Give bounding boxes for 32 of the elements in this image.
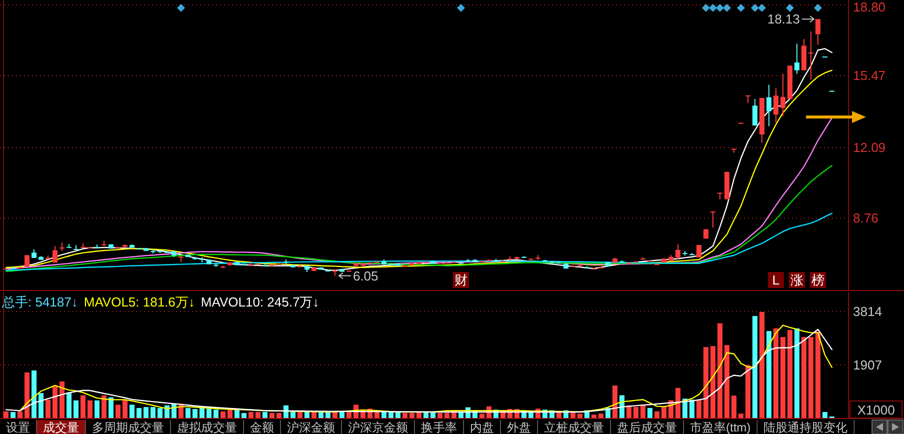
y-axis-title: X1000 xyxy=(857,402,895,418)
tab: 外盘 xyxy=(501,420,538,434)
tab: 盘后成交量 xyxy=(611,420,684,434)
tab: 市盈率(ttm) xyxy=(684,420,758,434)
tab: 沪深金额 xyxy=(281,420,342,434)
tab: 虚拟成交量 xyxy=(171,420,244,434)
y-tick-label: 15.47 xyxy=(853,68,886,84)
tab: 立桩成交量 xyxy=(538,420,611,434)
y-tick-label: 8.76 xyxy=(853,210,878,226)
tab: 换手率 xyxy=(415,420,464,434)
chart-title: 总手: 54187↓ xyxy=(1,294,78,310)
tab: 多周期成交量 xyxy=(86,420,171,434)
event-badge: 涨 xyxy=(788,272,805,288)
tab: 成交量 xyxy=(37,420,86,434)
text: MAVOL10: 245.7万↓ xyxy=(200,294,320,310)
y-tick-label: 3814 xyxy=(853,304,882,320)
event-badge: 财 xyxy=(452,272,469,288)
annotation: 18.13 xyxy=(767,12,800,27)
y-tick-label: 12.09 xyxy=(853,140,886,155)
event-badge: 榜 xyxy=(810,272,826,288)
tab: 沪深京金额 xyxy=(342,420,415,434)
tab: 内盘 xyxy=(464,420,501,434)
tab: 设置 xyxy=(0,420,37,434)
y-tick-label: 1907 xyxy=(853,357,882,372)
text: MAVOL5: 181.6万↓ xyxy=(84,294,195,310)
y-tick-label: 18.80 xyxy=(853,0,886,14)
tab: 陆股通持股变化 xyxy=(758,420,855,434)
annotation: L xyxy=(772,272,780,288)
annotation: 6.05 xyxy=(352,268,378,284)
tab: 金额 xyxy=(244,420,281,434)
event-badge: L xyxy=(768,272,784,288)
unit-box: X1000 xyxy=(850,400,902,418)
